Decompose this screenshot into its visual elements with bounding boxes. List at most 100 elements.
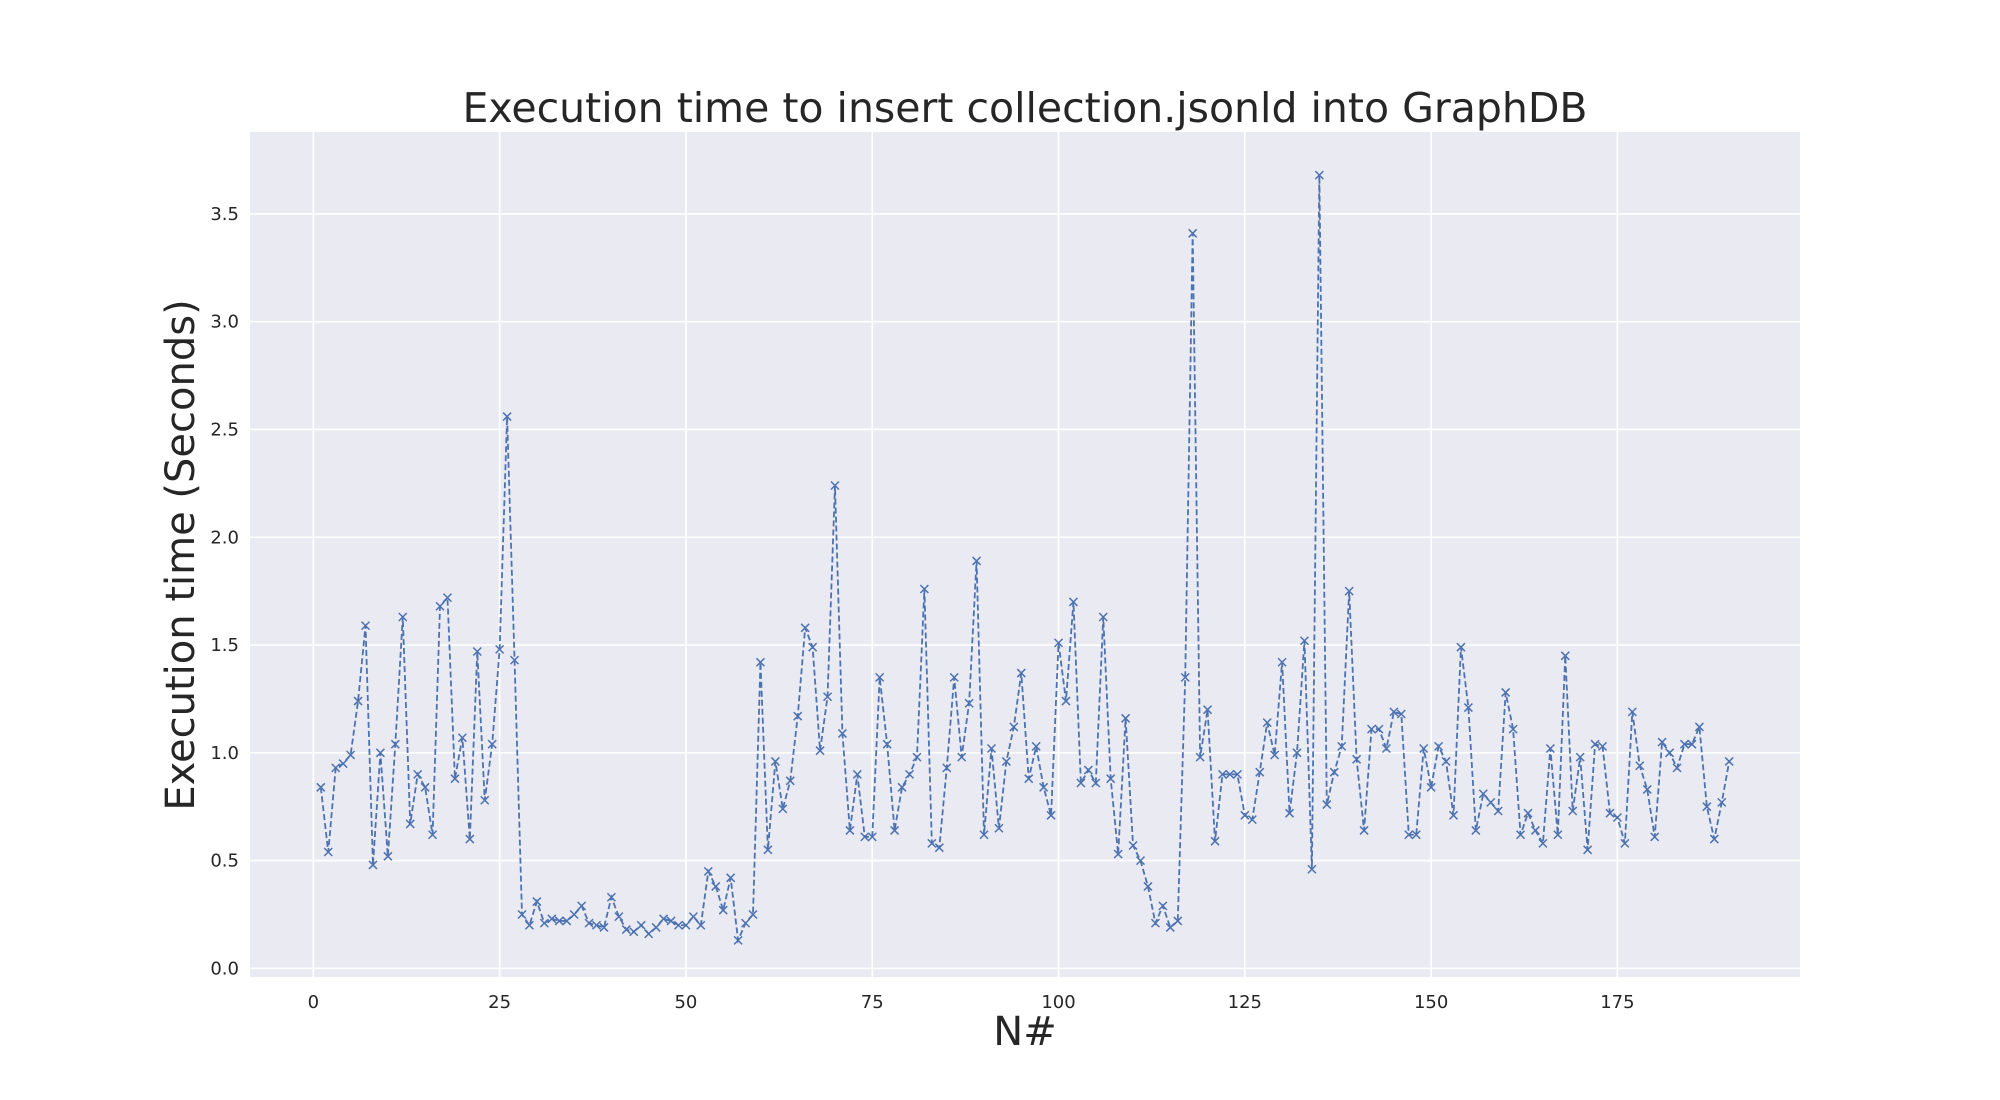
data-point-marker [927,838,937,848]
data-point-marker [860,832,870,842]
data-point-marker [502,412,512,422]
data-point-marker [1053,638,1064,648]
data-point-marker [584,918,594,928]
data-point-marker [711,881,721,891]
data-point-marker [897,782,907,792]
data-point-marker [1366,724,1377,734]
data-point-marker [390,739,400,749]
data-point-marker [510,655,520,665]
data-point-marker [748,909,758,920]
data-point-marker [1277,657,1287,667]
data-point-marker [435,601,445,611]
chart-title: Execution time to insert collection.json… [462,84,1587,132]
x-tick-label: 125 [1228,992,1262,1013]
data-point-marker [636,920,646,930]
data-point-marker [1724,756,1734,766]
data-point-marker [942,763,952,773]
data-point-marker [949,672,959,682]
data-point-marker [1389,707,1399,717]
data-point-marker [1255,767,1265,777]
data-point-marker [1217,769,1228,779]
data-point-marker [875,672,885,682]
data-point-marker [733,935,743,945]
data-point-marker [1545,743,1555,754]
data-point-marker [919,584,929,594]
data-point-marker [1024,774,1034,784]
data-point-marker [1463,703,1473,713]
data-point-marker [1650,832,1660,842]
y-tick-label: 3.5 [210,204,239,225]
plot-background [250,132,1800,977]
data-point-marker [1516,830,1526,840]
data-point-marker [1232,769,1242,779]
data-point-marker [1635,761,1645,771]
data-point-marker [1493,806,1503,816]
data-point-marker [972,556,982,566]
data-point-marker [1448,810,1459,820]
y-axis-label: Execution time (Seconds) [158,299,204,810]
data-point-marker [837,728,847,738]
y-tick-label: 2.5 [210,419,239,440]
data-point-marker [1009,722,1019,732]
data-point-marker [1605,808,1615,818]
data-point-marker [1203,705,1213,715]
data-point-marker [1687,739,1697,749]
x-tick-label: 175 [1600,992,1634,1013]
data-point-marker [465,834,475,844]
data-point-marker [755,657,765,667]
data-point-marker [442,593,453,603]
data-point-marker [1292,748,1302,758]
y-tick-label: 1.0 [210,743,239,764]
data-point-marker [346,750,356,760]
data-point-marker [1419,743,1429,754]
data-point-marker [1441,756,1451,766]
series-line [319,175,1731,944]
data-point-marker [770,756,780,766]
data-point-marker [1359,825,1369,835]
data-point-marker [1583,845,1593,855]
data-point-marker [569,909,579,920]
data-point-marker [1344,586,1354,596]
data-point-marker [726,873,736,883]
data-point-marker [1396,709,1406,719]
data-point-marker [1575,752,1585,762]
data-point-marker [1404,830,1414,840]
data-point-marker [495,644,505,654]
data-point-marker [1337,741,1347,751]
data-point-marker [845,825,855,835]
data-point-marker [472,646,482,657]
data-point-marker [673,920,684,930]
data-point-marker [718,905,728,915]
data-point-marker [1642,784,1652,794]
data-point-marker [986,743,996,754]
data-point-marker [681,920,691,930]
data-point-marker [1165,922,1175,932]
data-point-marker [338,759,348,769]
data-point-marker [1568,806,1578,816]
y-tick-label: 2.0 [210,527,239,548]
data-point-marker [1478,789,1488,799]
data-point-marker [1471,825,1481,835]
data-point-marker [1113,849,1123,859]
data-point-marker [1694,722,1704,732]
data-point-marker [1672,763,1682,773]
data-point-marker [1262,718,1272,728]
data-point-marker [629,927,639,937]
data-point-marker [577,901,587,911]
data-point-marker [912,752,922,762]
data-point-marker [614,912,624,922]
x-tick-label: 25 [488,992,511,1013]
data-point-marker [644,929,654,939]
data-point-marker [815,746,825,756]
x-tick-labels: 0 25 50 75 100 125 150 175 [308,992,1635,1013]
x-axis-label: N# [993,1009,1056,1055]
data-point-marker [524,920,534,930]
data-point-marker [1307,864,1317,874]
data-point-marker [539,918,549,928]
data-point-marker [778,804,788,814]
data-point-marker [934,843,944,853]
data-point-marker [1612,812,1622,823]
data-point-marker [696,920,706,930]
data-point-marker [666,916,676,926]
data-point-marker [1001,756,1011,766]
